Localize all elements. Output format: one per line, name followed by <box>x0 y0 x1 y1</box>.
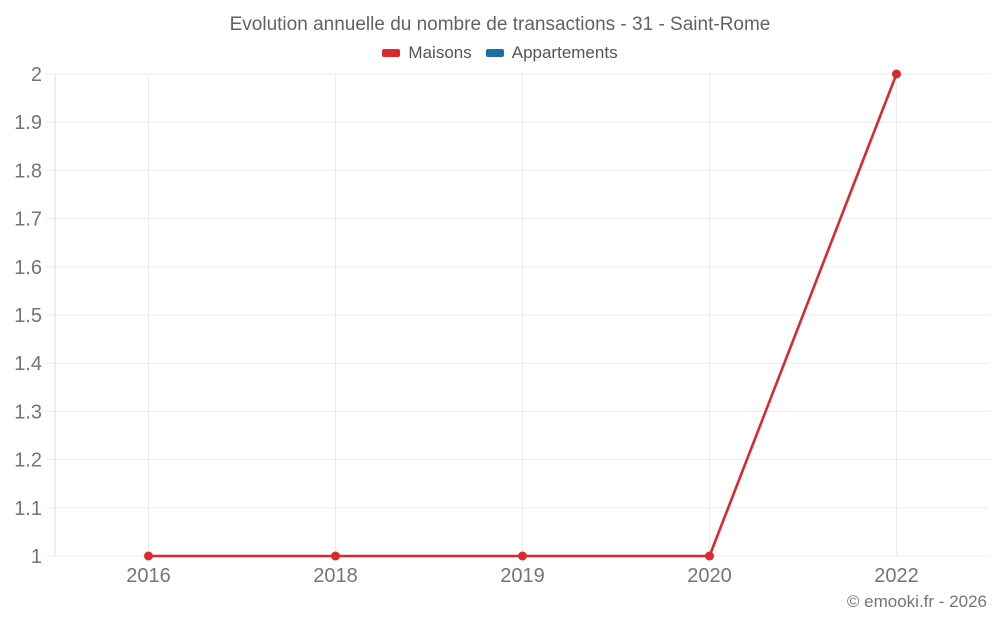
data-point-maisons-2018[interactable] <box>331 551 340 561</box>
x-axis-tick-label: 2016 <box>126 565 171 587</box>
chart-legend: Maisons Appartements <box>0 43 1000 63</box>
x-axis-tick-label: 2019 <box>500 565 545 587</box>
chart-title: Evolution annuelle du nombre de transact… <box>229 14 771 35</box>
y-axis-tick-label: 1.5 <box>14 305 42 327</box>
legend-label: Maisons <box>408 43 472 62</box>
data-point-maisons-2020[interactable] <box>705 551 714 561</box>
x-axis-tick-label: 2022 <box>874 565 919 587</box>
legend-item-appartements[interactable]: Appartements <box>485 43 618 63</box>
y-axis-tick-label: 1.6 <box>14 257 42 279</box>
data-point-maisons-2019[interactable] <box>518 551 527 561</box>
data-point-maisons-2016[interactable] <box>144 551 153 561</box>
y-axis-tick-label: 1.8 <box>14 160 42 182</box>
legend-swatch-icon <box>382 49 401 57</box>
y-axis-tick-label: 1.7 <box>14 209 42 231</box>
y-axis-tick-label: 1.9 <box>14 112 42 134</box>
data-point-maisons-2022[interactable] <box>892 69 901 79</box>
legend-label: Appartements <box>511 43 618 62</box>
watermark-text: © emooki.fr - 2026 <box>846 592 987 611</box>
y-axis-tick-label: 1.4 <box>14 353 42 375</box>
y-axis-tick-label: 1 <box>31 546 42 568</box>
y-axis-tick-label: 1.1 <box>14 498 42 520</box>
y-axis-tick-label: 1.3 <box>14 401 42 423</box>
legend-item-maisons[interactable]: Maisons <box>382 43 472 63</box>
x-axis-tick-label: 2018 <box>313 565 358 587</box>
x-axis-tick-label: 2020 <box>687 565 732 587</box>
y-axis-tick-label: 2 <box>31 64 42 86</box>
y-axis-tick-label: 1.2 <box>14 450 42 472</box>
legend-swatch-icon <box>485 49 504 57</box>
